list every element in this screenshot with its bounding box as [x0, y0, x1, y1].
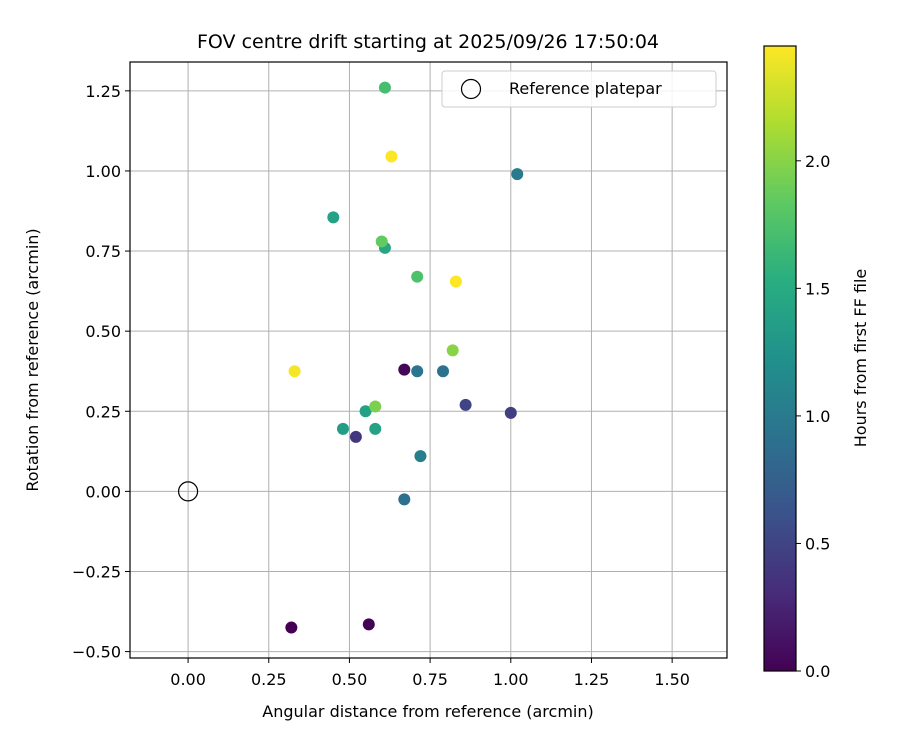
scatter-point [285, 621, 298, 634]
scatter-point [446, 344, 459, 357]
y-tick-label: 1.25 [85, 82, 121, 101]
scatter-point [437, 365, 450, 378]
scatter-point [369, 400, 382, 413]
x-tick-label: 1.00 [493, 670, 529, 689]
scatter-point [385, 150, 398, 163]
scatter-point [327, 211, 340, 224]
y-tick-label: −0.25 [72, 562, 121, 581]
scatter-point [511, 168, 524, 181]
x-axis-ticks: 0.00 0.25 0.50 0.75 1.00 1.25 1.50 [170, 658, 690, 689]
colorbar: 0.0 0.5 1.0 1.5 2.0 Hours from first FF file [763, 45, 870, 681]
colorbar-ticks: 0.0 0.5 1.0 1.5 2.0 [796, 152, 830, 681]
scatter-point [378, 81, 391, 94]
x-tick-label: 0.75 [412, 670, 448, 689]
scatter-point [349, 430, 362, 443]
colorbar-tick-label: 1.0 [805, 407, 830, 426]
scatter-point [336, 422, 349, 435]
reference-platepar-marker [177, 481, 199, 502]
colorbar-tick-label: 0.0 [805, 662, 830, 681]
scatter-point [398, 493, 411, 506]
colorbar-tick-label: 2.0 [805, 152, 830, 171]
scatter-point [411, 270, 424, 283]
scatter-point [398, 363, 411, 376]
y-axis-ticks: −0.50 −0.25 0.00 0.25 0.50 0.75 1.00 1.25 [72, 82, 130, 662]
scatter-point [504, 406, 517, 419]
legend-box [441, 70, 717, 108]
x-tick-label: 1.25 [574, 670, 610, 689]
colorbar-label: Hours from first FF file [851, 269, 870, 448]
y-tick-label: 0.25 [85, 402, 121, 421]
scatter-point [449, 275, 462, 288]
reference-marker [177, 481, 199, 502]
scatter-point [459, 398, 472, 411]
colorbar-tick-label: 0.5 [805, 534, 830, 553]
colorbar-tick-label: 1.5 [805, 279, 830, 298]
x-tick-label: 1.50 [654, 670, 690, 689]
y-tick-label: 1.00 [85, 162, 121, 181]
chart-title: FOV centre drift starting at 2025/09/26 … [197, 31, 659, 53]
x-tick-label: 0.50 [332, 670, 368, 689]
x-tick-label: 0.25 [251, 670, 287, 689]
y-tick-label: −0.50 [72, 643, 121, 662]
scatter-point [375, 235, 388, 248]
scatter-point [359, 405, 372, 418]
x-axis-label: Angular distance from reference (arcmin) [262, 702, 593, 721]
y-tick-label: 0.00 [85, 482, 121, 501]
colorbar-gradient [763, 45, 797, 672]
scatter-point [411, 365, 424, 378]
scatter-point [362, 618, 375, 631]
scatter-point [369, 422, 382, 435]
y-tick-label: 0.50 [85, 322, 121, 341]
scatter-point [414, 450, 427, 463]
plot-frame [129, 61, 728, 659]
legend: Reference platepar [441, 70, 717, 108]
grid-lines [130, 62, 727, 658]
y-axis-label: Rotation from reference (arcmin) [23, 228, 42, 491]
x-tick-label: 0.00 [170, 670, 206, 689]
y-tick-label: 0.75 [85, 242, 121, 261]
legend-marker-icon [460, 78, 482, 100]
scatter-point [288, 365, 301, 378]
data-points [285, 81, 524, 634]
legend-label: Reference platepar [509, 79, 662, 98]
